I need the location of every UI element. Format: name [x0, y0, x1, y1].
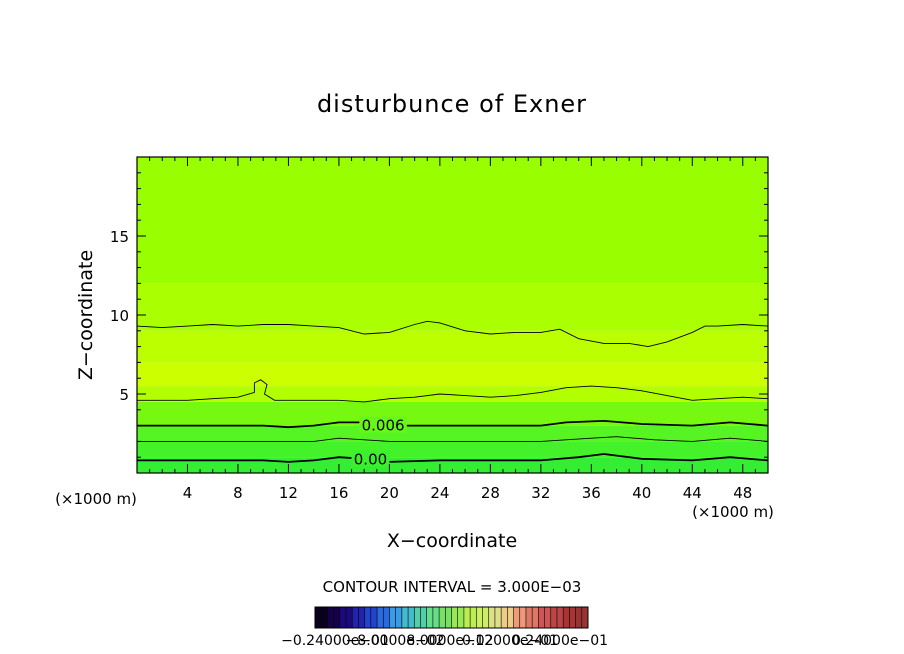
contour-label: 0.006	[362, 417, 405, 435]
x-unit-right: (×1000 m)	[692, 503, 774, 521]
contour-label-group: 0.00	[351, 450, 390, 469]
heatmap-band	[137, 441, 768, 458]
heatmap-band	[137, 362, 768, 387]
contour-interval-text: CONTOUR INTERVAL = 3.000E−03	[323, 578, 582, 596]
contour-label-knockout	[359, 416, 407, 433]
contour-label-group: 0.006	[359, 416, 407, 435]
y-tick-label: 5	[119, 386, 129, 404]
x-tick-label: 40	[632, 484, 651, 502]
contour-line	[137, 436, 769, 442]
x-tick-label: 12	[279, 484, 298, 502]
x-tick-label: 48	[733, 484, 752, 502]
contour-label: 0.00	[354, 451, 387, 469]
plot-frame	[136, 156, 769, 474]
x-tick-label: 28	[481, 484, 500, 502]
colorbar-frame	[314, 606, 589, 629]
x-axis-label: X−coordinate	[387, 530, 517, 552]
y-tick-label: 15	[110, 228, 129, 246]
colorbar-label: −8.0000e−02	[346, 633, 445, 649]
heatmap-band	[137, 157, 768, 284]
colorbar-labels: −0.24000e−01−8.0000e−028.0000e−020.12000…	[281, 633, 608, 649]
heatmap-band	[137, 401, 768, 426]
x-tick-labels: 4 8 12 16 20 24 28 32 36 40 44 48	[183, 484, 753, 502]
chart-title: disturbunce of Exner	[317, 90, 587, 118]
contour-line	[136, 320, 769, 348]
contour-label-knockout	[351, 450, 390, 467]
axis-ticks	[137, 157, 768, 473]
x-tick-label: 16	[329, 484, 348, 502]
x-tick-label: 36	[582, 484, 601, 502]
x-tick-label: 32	[531, 484, 550, 502]
contour-lines	[136, 320, 769, 463]
heatmap-band	[137, 425, 768, 442]
x-tick-label: 8	[233, 484, 243, 502]
heatmap-fill	[137, 157, 768, 473]
x-tick-label: 20	[380, 484, 399, 502]
colorbar-label: 8.0000e−02	[406, 633, 493, 649]
contour-line	[137, 453, 769, 463]
colorbar-label: 0.12000e−01	[462, 633, 558, 649]
y-tick-labels: 5 10 15	[110, 228, 129, 404]
x-tick-label: 24	[430, 484, 449, 502]
colorbar	[314, 606, 589, 629]
contour-line	[137, 419, 769, 429]
heatmap-band	[137, 283, 768, 331]
heatmap-band	[137, 386, 768, 402]
x-tick-label: 4	[183, 484, 193, 502]
contour-line	[137, 379, 769, 403]
contour-labels: 0.006 0.00	[351, 416, 407, 469]
y-axis-label: Z−coordinate	[75, 250, 97, 380]
x-unit-left: (×1000 m)	[55, 490, 137, 508]
x-tick-label: 44	[683, 484, 702, 502]
colorbar-label: 0.24000e−01	[512, 633, 608, 649]
heatmap-band	[137, 330, 768, 363]
y-tick-label: 10	[110, 307, 129, 325]
colorbar-label: −0.24000e−01	[281, 633, 389, 649]
